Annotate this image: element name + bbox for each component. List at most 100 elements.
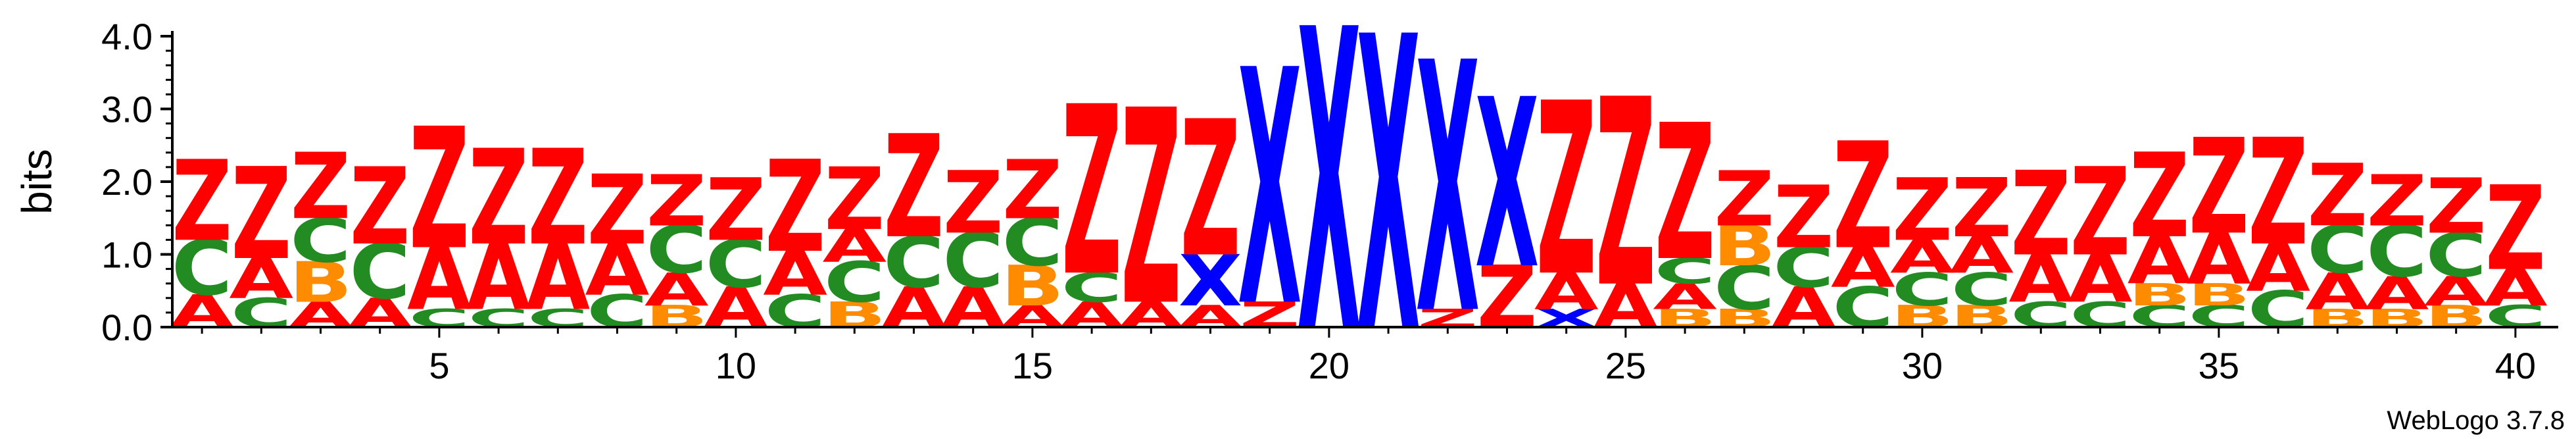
glyph-z: Z (528, 122, 589, 275)
glyph-z: Z (350, 146, 410, 269)
glyph-x: X (1297, 0, 1361, 426)
glyph-x: X (1475, 50, 1539, 321)
glyph-z: Z (2011, 147, 2072, 282)
glyph-a: A (763, 238, 827, 309)
glyph-z: Z (1655, 84, 1715, 302)
glyph-z: Z (1714, 156, 1775, 244)
glyph-z: Z (1536, 52, 1597, 328)
glyph-a: A (822, 220, 887, 272)
y-tick-label: 2.0 (101, 161, 153, 203)
x-tick-label: 30 (1902, 345, 1943, 386)
axes-layer: 0.0 1.0 2.0 3.0 4.0 5 10 15 20 25 30 35 40 (101, 16, 2558, 386)
glyph-z: Z (587, 155, 648, 267)
glyph-a: A (2187, 218, 2251, 301)
glyph-z: Z (1595, 44, 1656, 344)
x-tick-label: 10 (716, 345, 756, 386)
glyph-a: A (2365, 267, 2429, 320)
glyph-z: Z (2485, 162, 2546, 297)
glyph-z: Z (1774, 168, 1834, 268)
glyph-z: Z (1833, 111, 1893, 282)
glyph-z: Z (2070, 142, 2131, 284)
glyph-a: A (1890, 231, 1955, 284)
x-tick-label: 35 (2199, 345, 2239, 386)
x-tick-label: 20 (1309, 345, 1349, 386)
glyph-c: C (883, 221, 944, 304)
glyph-z: Z (172, 138, 232, 267)
glyph-a: A (407, 230, 472, 329)
glyph-z: Z (1892, 161, 1953, 260)
glyph-z: Z (1121, 54, 1182, 366)
y-tick-label: 1.0 (101, 234, 153, 276)
glyph-c: C (646, 211, 707, 288)
x-tick-label: 15 (1012, 345, 1053, 386)
y-tick-label: 3.0 (101, 89, 153, 130)
glyph-z: Z (2308, 146, 2368, 245)
glyph-c: C (942, 217, 1004, 305)
glyph-a: A (2008, 240, 2073, 317)
glyph-z: Z (409, 93, 470, 287)
glyph-a: A (1653, 276, 1717, 318)
glyph-c: C (349, 228, 410, 316)
glyph-z: Z (1951, 162, 2012, 256)
glyph-z: Z (468, 122, 529, 275)
glyph-b: B (2128, 278, 2191, 313)
glyph-z: Z (1180, 81, 1241, 299)
glyph-c: C (1061, 265, 1123, 311)
glyph-x: X (1416, 0, 1480, 390)
glyph-z: Z (231, 142, 292, 288)
y-tick-label: 4.0 (101, 16, 153, 57)
glyph-z: Z (943, 153, 1004, 253)
glyph-c: C (290, 206, 351, 276)
glyph-a: A (2305, 262, 2369, 321)
weblogo-version-label: WebLogo 3.7.8 (2387, 406, 2565, 435)
x-tick-label: 40 (2495, 345, 2536, 386)
glyph-a: A (466, 225, 531, 331)
x-ticks: 5 10 15 20 25 30 35 40 (201, 327, 2536, 386)
glyph-c: C (1892, 264, 1953, 317)
glyph-z: Z (706, 161, 766, 260)
glyph-x: X (1356, 0, 1420, 423)
glyph-c: C (2366, 211, 2427, 294)
glyph-z: Z (646, 159, 707, 242)
glyph-z: Z (884, 105, 944, 270)
glyph-b: B (1713, 214, 1776, 278)
glyph-a: A (525, 225, 590, 331)
y-ticks: 0.0 1.0 2.0 3.0 4.0 (101, 16, 172, 348)
glyph-a: A (2483, 259, 2548, 318)
glyph-a: A (2246, 230, 2310, 307)
glyph-a: A (585, 228, 650, 311)
glyph-z: Z (2426, 163, 2487, 251)
glyph-z: Z (2129, 130, 2190, 265)
glyph-layer: ACZCAZABCZACZCAZCAZCAZCAZBACZACZCAZBCAZA… (170, 0, 2548, 426)
glyph-b: B (289, 251, 352, 315)
y-tick-label: 0.0 (101, 307, 153, 348)
y-axis-label: bits (13, 149, 61, 215)
glyph-a: A (2424, 269, 2489, 315)
glyph-x: X (1179, 240, 1242, 323)
glyph-a: A (229, 247, 293, 311)
glyph-c: C (1714, 253, 1775, 323)
glyph-c: C (824, 251, 885, 315)
glyph-a: A (644, 264, 709, 317)
glyph-z: Z (765, 134, 825, 281)
glyph-x: X (1238, 1, 1301, 378)
glyph-z: Z (291, 134, 351, 240)
glyph-b: B (1001, 254, 1064, 319)
glyph-c: C (706, 226, 767, 303)
glyph-z: Z (1061, 57, 1122, 328)
glyph-b: B (2187, 278, 2250, 313)
glyph-z: Z (825, 150, 885, 249)
x-tick-label: 25 (1605, 345, 1646, 386)
glyph-a: A (1534, 262, 1599, 321)
glyph-a: A (1831, 236, 1895, 300)
glyph-a: A (1949, 226, 2014, 285)
glyph-c: C (172, 225, 233, 313)
glyph-z: Z (2189, 111, 2249, 264)
glyph-z: Z (1002, 143, 1063, 238)
glyph-z: Z (2367, 159, 2427, 242)
glyph-c: C (2307, 211, 2368, 288)
glyph-c: C (1655, 251, 1716, 292)
glyph-z: Z (2248, 107, 2308, 278)
glyph-c: C (1002, 204, 1063, 281)
